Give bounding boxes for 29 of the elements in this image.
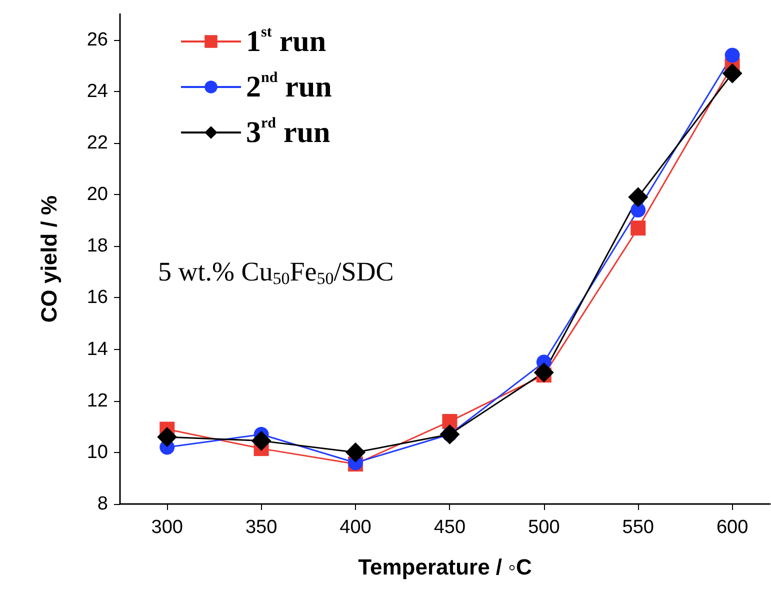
x-tick-label: 550 (622, 517, 654, 538)
y-tick-label: 26 (86, 29, 108, 50)
y-tick-label: 20 (86, 184, 108, 206)
point (630, 220, 646, 236)
x-tick-label: 600 (716, 517, 748, 538)
y-tick-label: 22 (86, 132, 108, 154)
x-axis-title: Temperature / ◦C (358, 554, 532, 580)
y-tick-label: 12 (86, 390, 108, 412)
point (628, 187, 648, 208)
x-tick-label: 500 (528, 517, 560, 538)
y-tick-label: 14 (86, 338, 108, 360)
y-tick-label: 16 (86, 287, 108, 308)
y-tick-label: 8 (97, 494, 108, 514)
x-tick-label: 300 (151, 517, 183, 538)
y-tick-label: 24 (86, 80, 108, 102)
point (251, 430, 272, 451)
point (442, 414, 458, 429)
point (440, 424, 460, 444)
point (722, 63, 742, 84)
point (157, 426, 178, 447)
point (346, 442, 366, 462)
x-tick-label: 350 (245, 517, 278, 538)
point (534, 362, 554, 382)
x-tick-label: 450 (434, 517, 466, 538)
y-tick-label: 18 (86, 236, 108, 257)
y-tick-label: 10 (86, 442, 108, 463)
y-axis-title: CO yield / % (36, 195, 62, 323)
point (724, 48, 740, 63)
x-tick-label: 400 (340, 517, 372, 538)
